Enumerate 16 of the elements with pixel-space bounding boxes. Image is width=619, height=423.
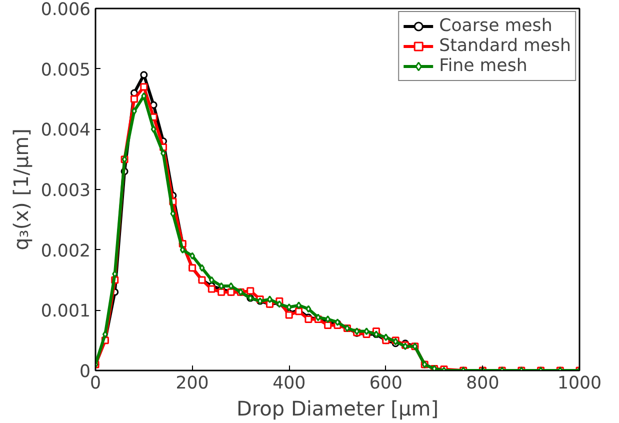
x-tick-label: 1000 bbox=[557, 374, 602, 394]
x-axis-title: Drop Diameter [μm] bbox=[236, 396, 439, 420]
y-tick-label: 0.005 bbox=[40, 60, 91, 80]
y-tick-label: 0.002 bbox=[40, 241, 91, 262]
legend-label: Standard mesh bbox=[439, 36, 571, 56]
legend-label: Coarse mesh bbox=[439, 16, 552, 36]
legend-label: Fine mesh bbox=[439, 56, 528, 76]
x-tick-label: 800 bbox=[466, 374, 500, 394]
y-tick-label: 0.006 bbox=[40, 0, 91, 20]
y-tick-label: 0.001 bbox=[40, 302, 91, 322]
y-axis-title: q₃(x) [1/μm] bbox=[8, 128, 33, 250]
y-tick-label: 0.004 bbox=[40, 120, 91, 141]
x-tick-label: 600 bbox=[369, 374, 402, 394]
x-tick-label: 400 bbox=[272, 374, 306, 394]
x-tick-label: 200 bbox=[176, 374, 209, 394]
y-tick-label: 0.003 bbox=[40, 181, 91, 201]
